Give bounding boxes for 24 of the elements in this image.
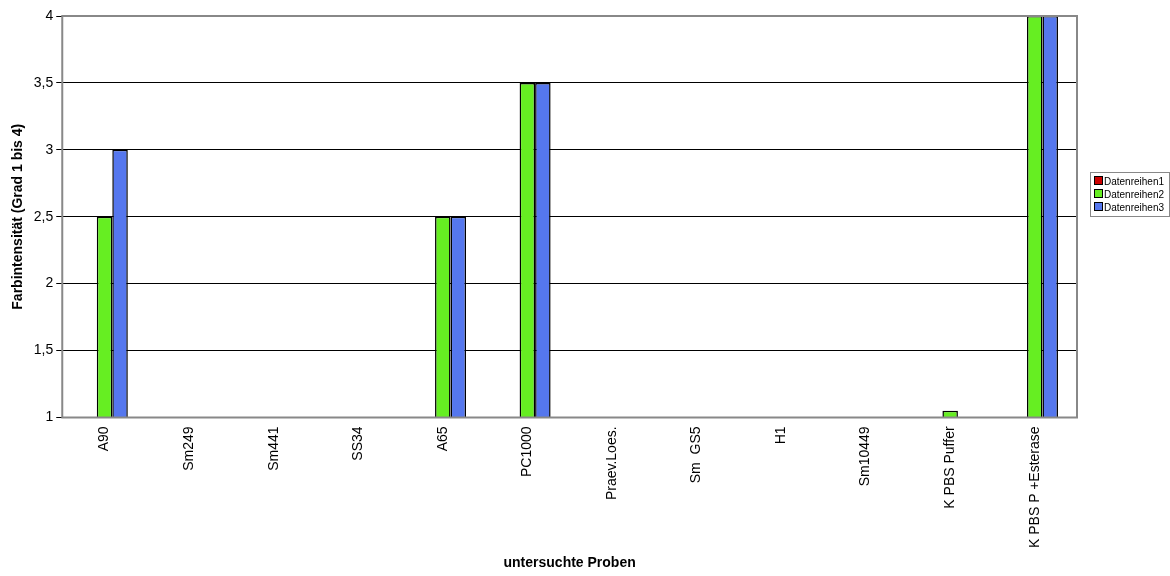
legend-label: Datenreihen3 [1103,201,1166,214]
x-tick-label: Praev.Loes. [602,426,619,501]
x-tick-label: H1 [771,426,788,445]
x-tick-label: Sm249 [179,426,196,471]
y-tick-label: 1 [45,408,54,425]
x-tick-label: K PBS Puffer [941,426,958,509]
x-tick-label: Sm GS5 [687,426,704,484]
y-tick-label: 2,5 [33,207,54,224]
x-tick-label: A65 [433,426,450,452]
x-tick-label: Sm10449 [856,426,873,487]
legend-label: Datenreihen1 [1103,175,1166,188]
legend-label: Datenreihen2 [1103,188,1166,201]
y-tick-label: 4 [45,6,54,23]
y-tick-label: 3,5 [33,73,54,90]
y-tick-label: 3 [45,140,54,157]
y-tick-label: 1,5 [33,341,54,358]
x-tick-label: K PBS P +Esterase [1025,426,1042,548]
y-tick-label: 2 [45,274,54,291]
x-tick-label: A90 [95,426,112,452]
x-tick-label: PC1000 [518,426,535,478]
x-axis-title: untersuchte Proben [503,554,636,571]
y-axis-title: Farbintensität (Grad 1 bis 4) [9,123,26,310]
x-tick-label: Sm441 [264,426,281,471]
x-tick-label: SS34 [349,426,366,461]
